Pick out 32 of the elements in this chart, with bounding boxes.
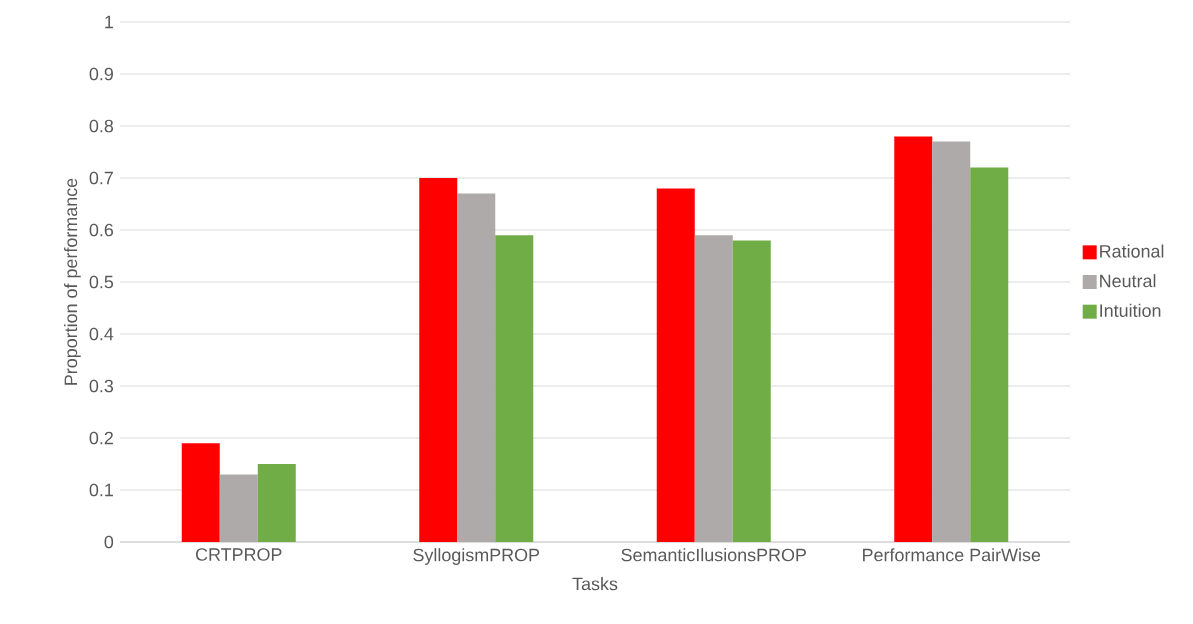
bar [894, 136, 933, 542]
x-tick-label: CRTPROP [195, 548, 282, 561]
y-tick-label: 0.8 [89, 119, 114, 133]
x-tick-label: Performance PairWise [863, 548, 1041, 562]
y-tick-label: 0 [104, 535, 114, 549]
bar [219, 474, 258, 542]
y-tick-label: 0.4 [89, 327, 114, 341]
bar [694, 235, 733, 542]
y-tick-label: 0.7 [89, 171, 113, 185]
y-tick-label: 0.5 [89, 275, 114, 289]
x-axis-title: Tasks [572, 577, 618, 591]
bar [970, 167, 1009, 542]
bar [257, 464, 296, 542]
y-tick-label: 0.9 [89, 67, 113, 81]
bar [457, 193, 496, 542]
legend-label: Neutral [1100, 274, 1156, 288]
y-tick-label: 0.3 [89, 379, 114, 393]
x-tick-label: SemanticIlusionsPROP [621, 548, 806, 562]
y-axis-title: Proportion of performance [64, 178, 81, 385]
bar [495, 235, 534, 542]
y-tick-label: 0.6 [89, 223, 114, 237]
legend-label: Rational [1100, 244, 1164, 258]
bar [419, 178, 458, 542]
bar [181, 443, 220, 542]
y-tick-label: 1 [105, 15, 113, 29]
x-tick-label: SyllogismPROP [413, 548, 540, 565]
y-tick-label: 0.2 [89, 431, 113, 445]
y-tick-label: 0.1 [89, 483, 113, 497]
bar [656, 188, 695, 542]
legend-label: Intuition [1100, 303, 1161, 317]
bar [732, 240, 771, 542]
bar [932, 141, 971, 542]
